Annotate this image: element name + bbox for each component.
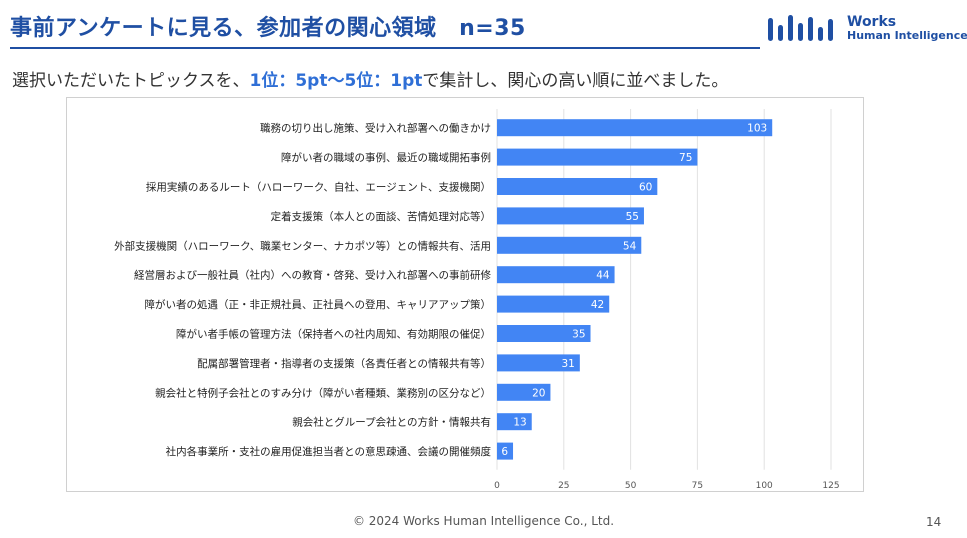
- bar: [497, 325, 591, 342]
- category-label: 障がい者手帳の管理方法（保持者への社内周知、有効期限の催促）: [176, 328, 491, 341]
- data-label: 13: [513, 417, 526, 429]
- bar: [497, 295, 610, 313]
- data-label: 31: [561, 358, 574, 370]
- data-label: 44: [596, 270, 610, 282]
- category-label: 定着支援策（本人との面談、苦情処理対応等）: [271, 210, 491, 223]
- data-label: 55: [626, 211, 639, 223]
- bar: [497, 178, 658, 195]
- x-tick-label: 100: [756, 481, 773, 491]
- logo-text-works: Works: [847, 14, 897, 30]
- data-label: 103: [747, 123, 767, 135]
- bar: [497, 442, 514, 460]
- category-label: 配属部署管理者・指導者の支援策（各責任者との情報共有等）: [197, 357, 491, 370]
- x-tick-label: 0: [494, 481, 500, 491]
- slide-subtitle: 選択いただいたトピックスを、1位：5pt〜5位：1ptで集計し、関心の高い順に並…: [12, 66, 728, 91]
- logo-text-human-intelligence: Human Intelligence: [847, 29, 967, 42]
- category-label: 職務の切り出し施策、受け入れ部署への働きかけ: [260, 122, 491, 135]
- subtitle-highlight: 1位：5pt〜5位：1pt: [249, 71, 423, 91]
- data-label: 75: [679, 152, 692, 164]
- subtitle-text-post: で集計し、関心の高い順に並べました。: [422, 71, 729, 91]
- x-tick-label: 50: [625, 481, 637, 491]
- title-divider: [10, 47, 760, 49]
- data-label: 54: [623, 240, 637, 252]
- chart-frame: 0 25 50 75 100 125 職務の切り出し施策、受け入れ部署への働きかけ 103 障が…: [66, 97, 864, 492]
- data-label: 35: [572, 329, 585, 341]
- bar: [497, 354, 580, 372]
- subtitle-text-pre: 選択いただいたトピックスを、: [12, 71, 250, 91]
- bar: [497, 383, 551, 401]
- category-label: 社内各事業所・支社の雇用促進担当者との意思疎通、会議の開催頻度: [166, 445, 492, 458]
- category-label: 親会社と特例子会社とのすみ分け（障がい者種類、業務別の区分など）: [155, 386, 491, 399]
- company-logo: Works Human Intelligence: [767, 14, 967, 44]
- category-label: 障がい者の処遇（正・非正規社員、正社員への登用、キャリアアップ策）: [145, 298, 492, 311]
- bar: [497, 266, 615, 284]
- x-tick-label: 25: [558, 481, 569, 491]
- bar: [497, 236, 642, 254]
- bar: [497, 413, 532, 431]
- category-label: 親会社とグループ会社との方針・情報共有: [292, 416, 491, 429]
- category-label: 外部支援機関（ハローワーク、職業センター、ナカポツ等）との情報共有、活用: [114, 239, 491, 252]
- data-label: 42: [591, 299, 604, 311]
- slide-title: 事前アンケートに見る、参加者の関心領域 n=35: [10, 16, 526, 41]
- bar: [497, 148, 698, 166]
- bar-chart: 0 25 50 75 100 125 職務の切り出し施策、受け入れ部署への働きかけ 103 障が…: [114, 109, 840, 491]
- category-label: 採用実績のあるルート（ハローワーク、自社、エージェント、支援機関）: [146, 181, 491, 194]
- data-label: 6: [501, 446, 508, 458]
- x-tick-label: 125: [822, 481, 839, 491]
- page-number: 14: [926, 515, 942, 529]
- category-label: 障がい者の職域の事例、最近の職域開拓事例: [281, 151, 491, 164]
- data-label: 20: [532, 387, 545, 399]
- bar: [497, 119, 773, 137]
- bar: [497, 207, 644, 225]
- logo-mark-icon: [768, 15, 833, 41]
- copyright-footer: © 2024 Works Human Intelligence Co., Ltd…: [352, 514, 615, 528]
- x-tick-label: 75: [692, 481, 703, 491]
- data-label: 60: [639, 182, 652, 194]
- category-label: 経営層および一般社員（社内）への教育・啓発、受け入れ部署への事前研修: [134, 269, 491, 282]
